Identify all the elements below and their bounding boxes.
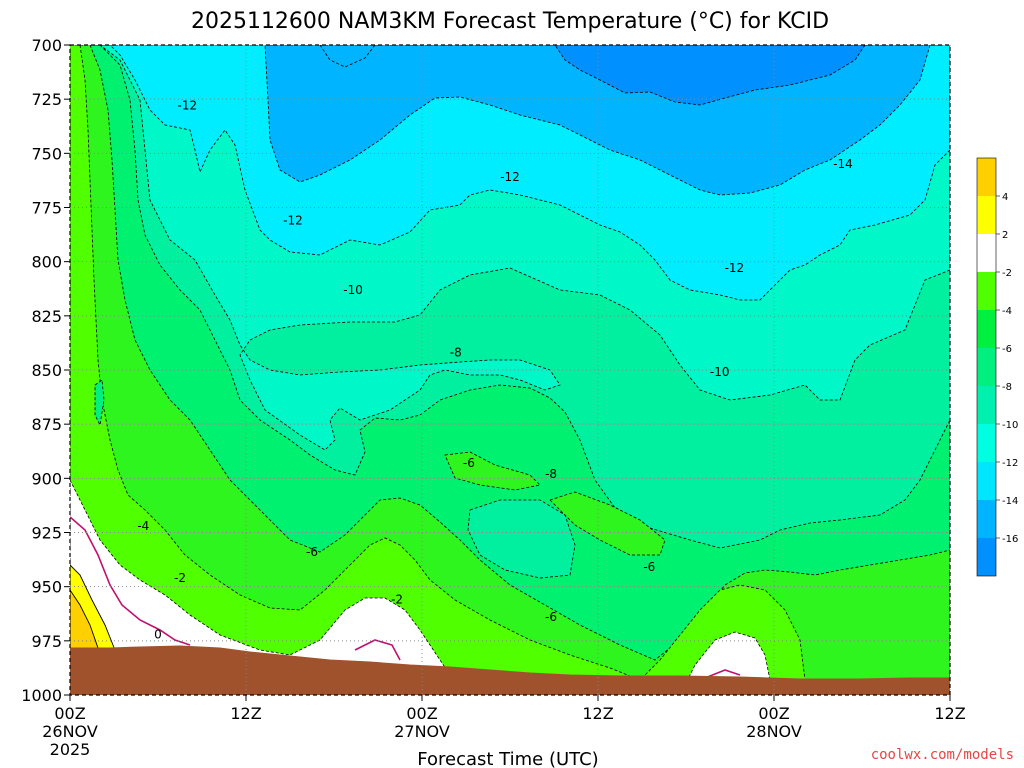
contour-label: -10: [343, 283, 363, 297]
x-tick-label: 12Z: [934, 704, 965, 723]
contour-labels: -12 -12 -12 -12 -14 -10 -10 -8 -8 -6 -6 -6 -6 -4 -2 -2 0: [137, 99, 852, 642]
y-tick-label: 825: [31, 307, 62, 326]
colorbar-label: -4: [1002, 306, 1012, 317]
colorbar-swatch: [977, 348, 996, 386]
colorbar-swatch: [977, 424, 996, 462]
freezing-line-3: [704, 669, 741, 679]
x-tick-label: 12Z: [230, 704, 261, 723]
y-axis: 700 725 750 775 800 825 850 875 900 925 950 975 1000: [21, 36, 70, 705]
island-m6: [444, 451, 541, 491]
colorbar-label: -6: [1002, 344, 1012, 355]
y-tick-label: 1000: [21, 686, 62, 705]
contour-label: -4: [137, 519, 149, 533]
contour-label: -6: [463, 456, 475, 470]
colorbar-label: -12: [1002, 458, 1018, 469]
ground-terrain: [70, 645, 950, 695]
freezing-line-2: [354, 639, 401, 661]
contour-label: -2: [174, 571, 186, 585]
colorbar-swatch: [977, 310, 996, 348]
y-tick-label: 850: [31, 361, 62, 380]
contour-label: -6: [545, 610, 557, 624]
band-below-m16: [554, 45, 866, 106]
contour-label: -6: [306, 545, 318, 559]
contour-label: -8: [545, 467, 557, 481]
colorbar-swatch: [977, 462, 996, 500]
y-tick-label: 950: [31, 578, 62, 597]
band-top-blob: [319, 45, 376, 68]
y-tick-label: 750: [31, 144, 62, 163]
colorbar-swatch: [977, 538, 996, 576]
y-tick-label: 725: [31, 90, 62, 109]
colorbar-swatch: [977, 272, 996, 310]
credit-link[interactable]: coolwx.com/models: [871, 747, 1014, 763]
colorbar-swatch: [977, 500, 996, 538]
colorbar-label: 4: [1002, 192, 1008, 203]
y-tick-label: 800: [31, 253, 62, 272]
x-tick-date: 27NOV: [394, 722, 450, 741]
colorbar: 4 2 -2 -4 -6 -8 -10 -12 -14 -16: [976, 157, 1018, 577]
island-m6-b: [549, 491, 666, 556]
colorbar-swatch: [977, 196, 996, 234]
x-tick-label: 00Z: [54, 704, 85, 723]
x-tick-label: 12Z: [582, 704, 613, 723]
y-tick-label: 875: [31, 415, 62, 434]
x-axis-title: Forecast Time (UTC): [417, 749, 598, 768]
x-tick-label: 00Z: [406, 704, 437, 723]
contour-label: -12: [283, 214, 303, 228]
grid: [70, 45, 951, 695]
colorbar-label: -8: [1002, 382, 1012, 393]
contour-label: -12: [725, 261, 745, 275]
colorbar-swatch: [977, 234, 996, 272]
contour-label: -12: [178, 99, 198, 113]
colorbar-label: -2: [1002, 268, 1012, 279]
contour-label: -2: [391, 593, 403, 607]
contour-label: -8: [450, 346, 462, 360]
y-tick-label: 700: [31, 36, 62, 55]
colorbar-frame: [976, 157, 997, 577]
island-m8: [467, 499, 576, 579]
island-small: [94, 379, 105, 427]
chart-title: 2025112600 NAM3KM Forecast Temperature (…: [191, 9, 829, 34]
band-above-p4: [70, 589, 99, 651]
y-tick-label: 775: [31, 199, 62, 218]
colorbar-swatch: [977, 386, 996, 424]
contour-label: -10: [710, 365, 730, 379]
x-tick-date: 28NOV: [746, 722, 802, 741]
colorbar-swatch: [977, 158, 996, 196]
contour-label: -12: [500, 170, 520, 184]
freezing-line: [70, 516, 191, 646]
y-tick-label: 900: [31, 469, 62, 488]
contour-label: 0: [154, 627, 162, 641]
colorbar-label: -14: [1002, 496, 1018, 507]
colorbar-label: -16: [1002, 534, 1018, 545]
colorbar-label: 2: [1002, 230, 1008, 241]
x-tick-year: 2025: [50, 740, 91, 759]
y-tick-label: 975: [31, 632, 62, 651]
contour-label: -14: [833, 157, 853, 171]
plot-frame: [69, 44, 951, 696]
contour-label: -6: [643, 560, 655, 574]
x-tick-date: 26NOV: [42, 722, 98, 741]
x-tick-label: 00Z: [758, 704, 789, 723]
y-tick-label: 925: [31, 524, 62, 543]
colorbar-label: -10: [1002, 420, 1018, 431]
